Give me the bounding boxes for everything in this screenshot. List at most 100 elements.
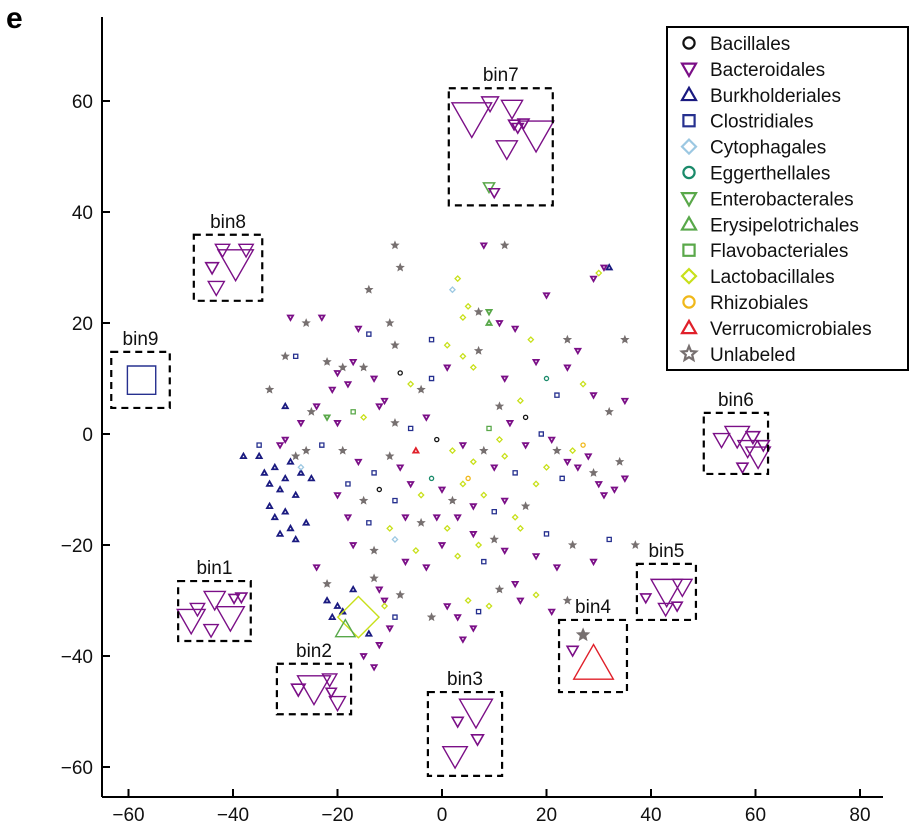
point-bacteroidales <box>380 397 389 406</box>
legend-marker-cytophagales <box>680 138 698 156</box>
point-burkholderiales <box>364 629 374 637</box>
point-bacteroidales <box>505 420 515 428</box>
highlight-point-bacteroidales <box>202 623 220 639</box>
point-lactobacillales <box>417 491 425 499</box>
x-tick-label: −60 <box>112 805 144 826</box>
legend-marker-bacillales <box>682 36 696 50</box>
legend-marker-enterobacterales <box>680 192 698 208</box>
point-lactobacillales <box>469 458 477 466</box>
point-enterobacterales <box>322 414 332 422</box>
point-bacteroidales <box>354 458 363 467</box>
highlight-point-bacteroidales <box>214 243 231 259</box>
point-enterobacterales <box>484 309 494 317</box>
bin-label-bin1: bin1 <box>196 558 232 579</box>
highlight-point-bacteroidales <box>657 602 675 618</box>
point-bacteroidales <box>422 414 431 422</box>
point-bacteroidales <box>312 403 321 411</box>
point-unlabeled <box>264 384 275 394</box>
point-cytophagales <box>391 535 399 543</box>
point-bacteroidales <box>354 325 363 333</box>
highlight-point-clostridiales <box>126 365 157 396</box>
point-lactobacillales <box>527 336 535 344</box>
highlight-point-bacteroidales <box>649 578 684 609</box>
point-lactobacillales <box>459 352 467 360</box>
point-clostridiales <box>345 481 351 487</box>
highlight-point-bacteroidales <box>321 673 339 688</box>
point-bacteroidales <box>620 475 630 483</box>
point-bacteroidales <box>443 603 452 611</box>
point-lactobacillales <box>495 436 503 444</box>
point-unlabeled <box>562 334 573 344</box>
highlight-point-bacteroidales <box>495 140 519 161</box>
point-unlabeled <box>390 418 400 427</box>
point-burkholderiales <box>260 468 269 476</box>
point-unlabeled <box>567 540 578 549</box>
point-unlabeled <box>604 406 614 416</box>
point-unlabeled <box>395 262 405 272</box>
point-burkholderiales <box>291 490 300 498</box>
point-lactobacillales <box>464 596 472 605</box>
point-bacteroidales <box>563 364 572 372</box>
legend-marker-burkholderiales <box>680 85 698 102</box>
bin-label-bin3: bin3 <box>447 669 483 690</box>
point-lactobacillales <box>569 447 577 455</box>
point-clostridiales <box>392 614 398 620</box>
x-tick-label: 40 <box>640 805 661 826</box>
point-lactobacillales <box>454 275 462 283</box>
point-bacteroidales <box>589 275 598 284</box>
point-burkholderiales <box>275 529 285 537</box>
point-unlabeled <box>500 240 510 250</box>
legend-item-cytophagales: Cytophagales <box>680 138 826 159</box>
highlight-point-bacteroidales <box>328 695 347 713</box>
point-cytophagales <box>297 463 305 471</box>
point-flavobacteriales <box>486 425 492 432</box>
legend-label: Verrucomicrobiales <box>710 319 872 340</box>
point-bacteroidales <box>343 381 353 389</box>
highlight-point-bacteroidales <box>480 96 500 114</box>
point-bacteroidales <box>312 564 321 572</box>
point-lactobacillales <box>454 552 462 560</box>
point-bacteroidales <box>401 514 410 522</box>
point-lactobacillales <box>381 602 389 610</box>
point-unlabeled <box>364 284 374 294</box>
point-burkholderiales <box>322 596 332 604</box>
point-bacteroidales <box>422 564 431 572</box>
point-bacteroidales <box>531 359 541 367</box>
point-clostridiales <box>366 331 372 337</box>
x-tick-label: 0 <box>437 805 448 826</box>
point-clostridiales <box>481 558 487 565</box>
point-bacteroidales <box>516 597 525 605</box>
point-burkholderiales <box>286 523 295 532</box>
point-unlabeled <box>447 495 458 505</box>
point-clostridiales <box>554 392 560 398</box>
point-clostridiales <box>428 336 435 343</box>
legend-label: Bacteroidales <box>710 60 825 81</box>
point-clostridiales <box>428 375 435 382</box>
point-bacteroidales <box>542 292 551 300</box>
point-unlabeled <box>552 445 562 455</box>
point-unlabeled <box>562 595 573 605</box>
highlight-point-bacteroidales <box>207 280 226 297</box>
bin-label-bin5: bin5 <box>648 541 684 562</box>
legend: Bacillales Bacteroidales Burkholderiales Cl… <box>666 26 909 371</box>
point-bacillales <box>434 436 440 443</box>
point-unlabeled <box>369 545 379 555</box>
point-bacteroidales <box>286 314 295 322</box>
highlight-point-bacteroidales <box>671 578 694 598</box>
point-bacteroidales <box>589 392 598 400</box>
point-rhizobiales <box>465 475 471 482</box>
point-bacteroidales <box>563 458 572 467</box>
point-eggerthellales <box>428 475 435 482</box>
bin-box-bin4 <box>557 618 629 694</box>
point-lactobacillales <box>464 302 472 310</box>
point-bacteroidales <box>458 636 468 644</box>
point-bacteroidales <box>490 464 499 472</box>
legend-marker-unlabeled <box>679 343 699 363</box>
highlight-point-bacteroidales <box>565 645 580 658</box>
x-tick-label: 80 <box>849 805 870 826</box>
point-bacteroidales <box>443 364 452 372</box>
point-unlabeled <box>630 540 640 549</box>
point-unlabeled <box>369 573 379 583</box>
point-bacteroidales <box>369 664 379 672</box>
legend-item-rhizobiales: Rhizobiales <box>682 293 808 314</box>
